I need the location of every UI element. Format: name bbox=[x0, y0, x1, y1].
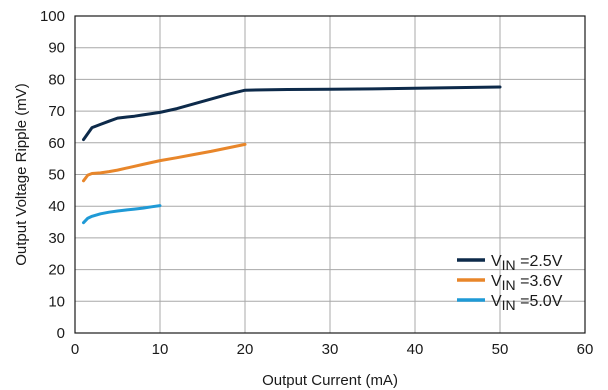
x-axis-title: Output Current (mA) bbox=[262, 372, 398, 389]
legend-label-value: =3.6V bbox=[516, 273, 563, 290]
legend-label-value: =2.5V bbox=[516, 253, 563, 270]
legend-label-1: VIN =2.5V bbox=[491, 253, 563, 273]
y-tick-label: 0 bbox=[57, 325, 65, 342]
y-tick-label: 30 bbox=[48, 230, 65, 247]
x-tick-label: 10 bbox=[152, 341, 169, 358]
legend-label-value: =5.0V bbox=[516, 293, 563, 310]
y-tick-label: 10 bbox=[48, 293, 65, 310]
y-tick-label: 90 bbox=[48, 40, 65, 57]
legend-label-main: V bbox=[491, 253, 502, 270]
legend-label-main: V bbox=[491, 293, 502, 310]
x-tick-label: 20 bbox=[237, 341, 254, 358]
legend-label-subscript: IN bbox=[502, 297, 516, 313]
y-tick-label: 50 bbox=[48, 167, 65, 184]
x-tick-label: 40 bbox=[407, 341, 424, 358]
y-tick-label: 60 bbox=[48, 135, 65, 152]
legend-label-3: VIN =5.0V bbox=[491, 293, 563, 313]
legend-label-main: V bbox=[491, 273, 502, 290]
x-tick-label: 30 bbox=[322, 341, 339, 358]
y-tick-label: 20 bbox=[48, 262, 65, 279]
y-tick-labels: 0 10 20 30 40 50 60 70 80 90 100 bbox=[40, 8, 65, 342]
legend-label-subscript: IN bbox=[502, 257, 516, 273]
x-tick-labels: 0 10 20 30 40 50 60 bbox=[71, 341, 594, 358]
x-tick-label: 0 bbox=[71, 341, 79, 358]
series-line-3 bbox=[82, 204, 162, 225]
legend-label-2: VIN =3.6V bbox=[491, 273, 563, 293]
plot-frame bbox=[74, 15, 586, 334]
y-tick-label: 40 bbox=[48, 198, 65, 215]
y-axis-title: Output Voltage Ripple (mV) bbox=[13, 83, 30, 266]
y-tick-label: 80 bbox=[48, 71, 65, 88]
series-line-1 bbox=[82, 85, 502, 142]
legend-label-subscript: IN bbox=[502, 277, 516, 293]
x-tick-label: 50 bbox=[492, 341, 509, 358]
y-tick-label: 70 bbox=[48, 103, 65, 120]
series-line-2 bbox=[82, 142, 247, 183]
x-tick-label: 60 bbox=[577, 341, 594, 358]
series-lines bbox=[82, 85, 502, 225]
y-tick-label: 100 bbox=[40, 8, 65, 25]
